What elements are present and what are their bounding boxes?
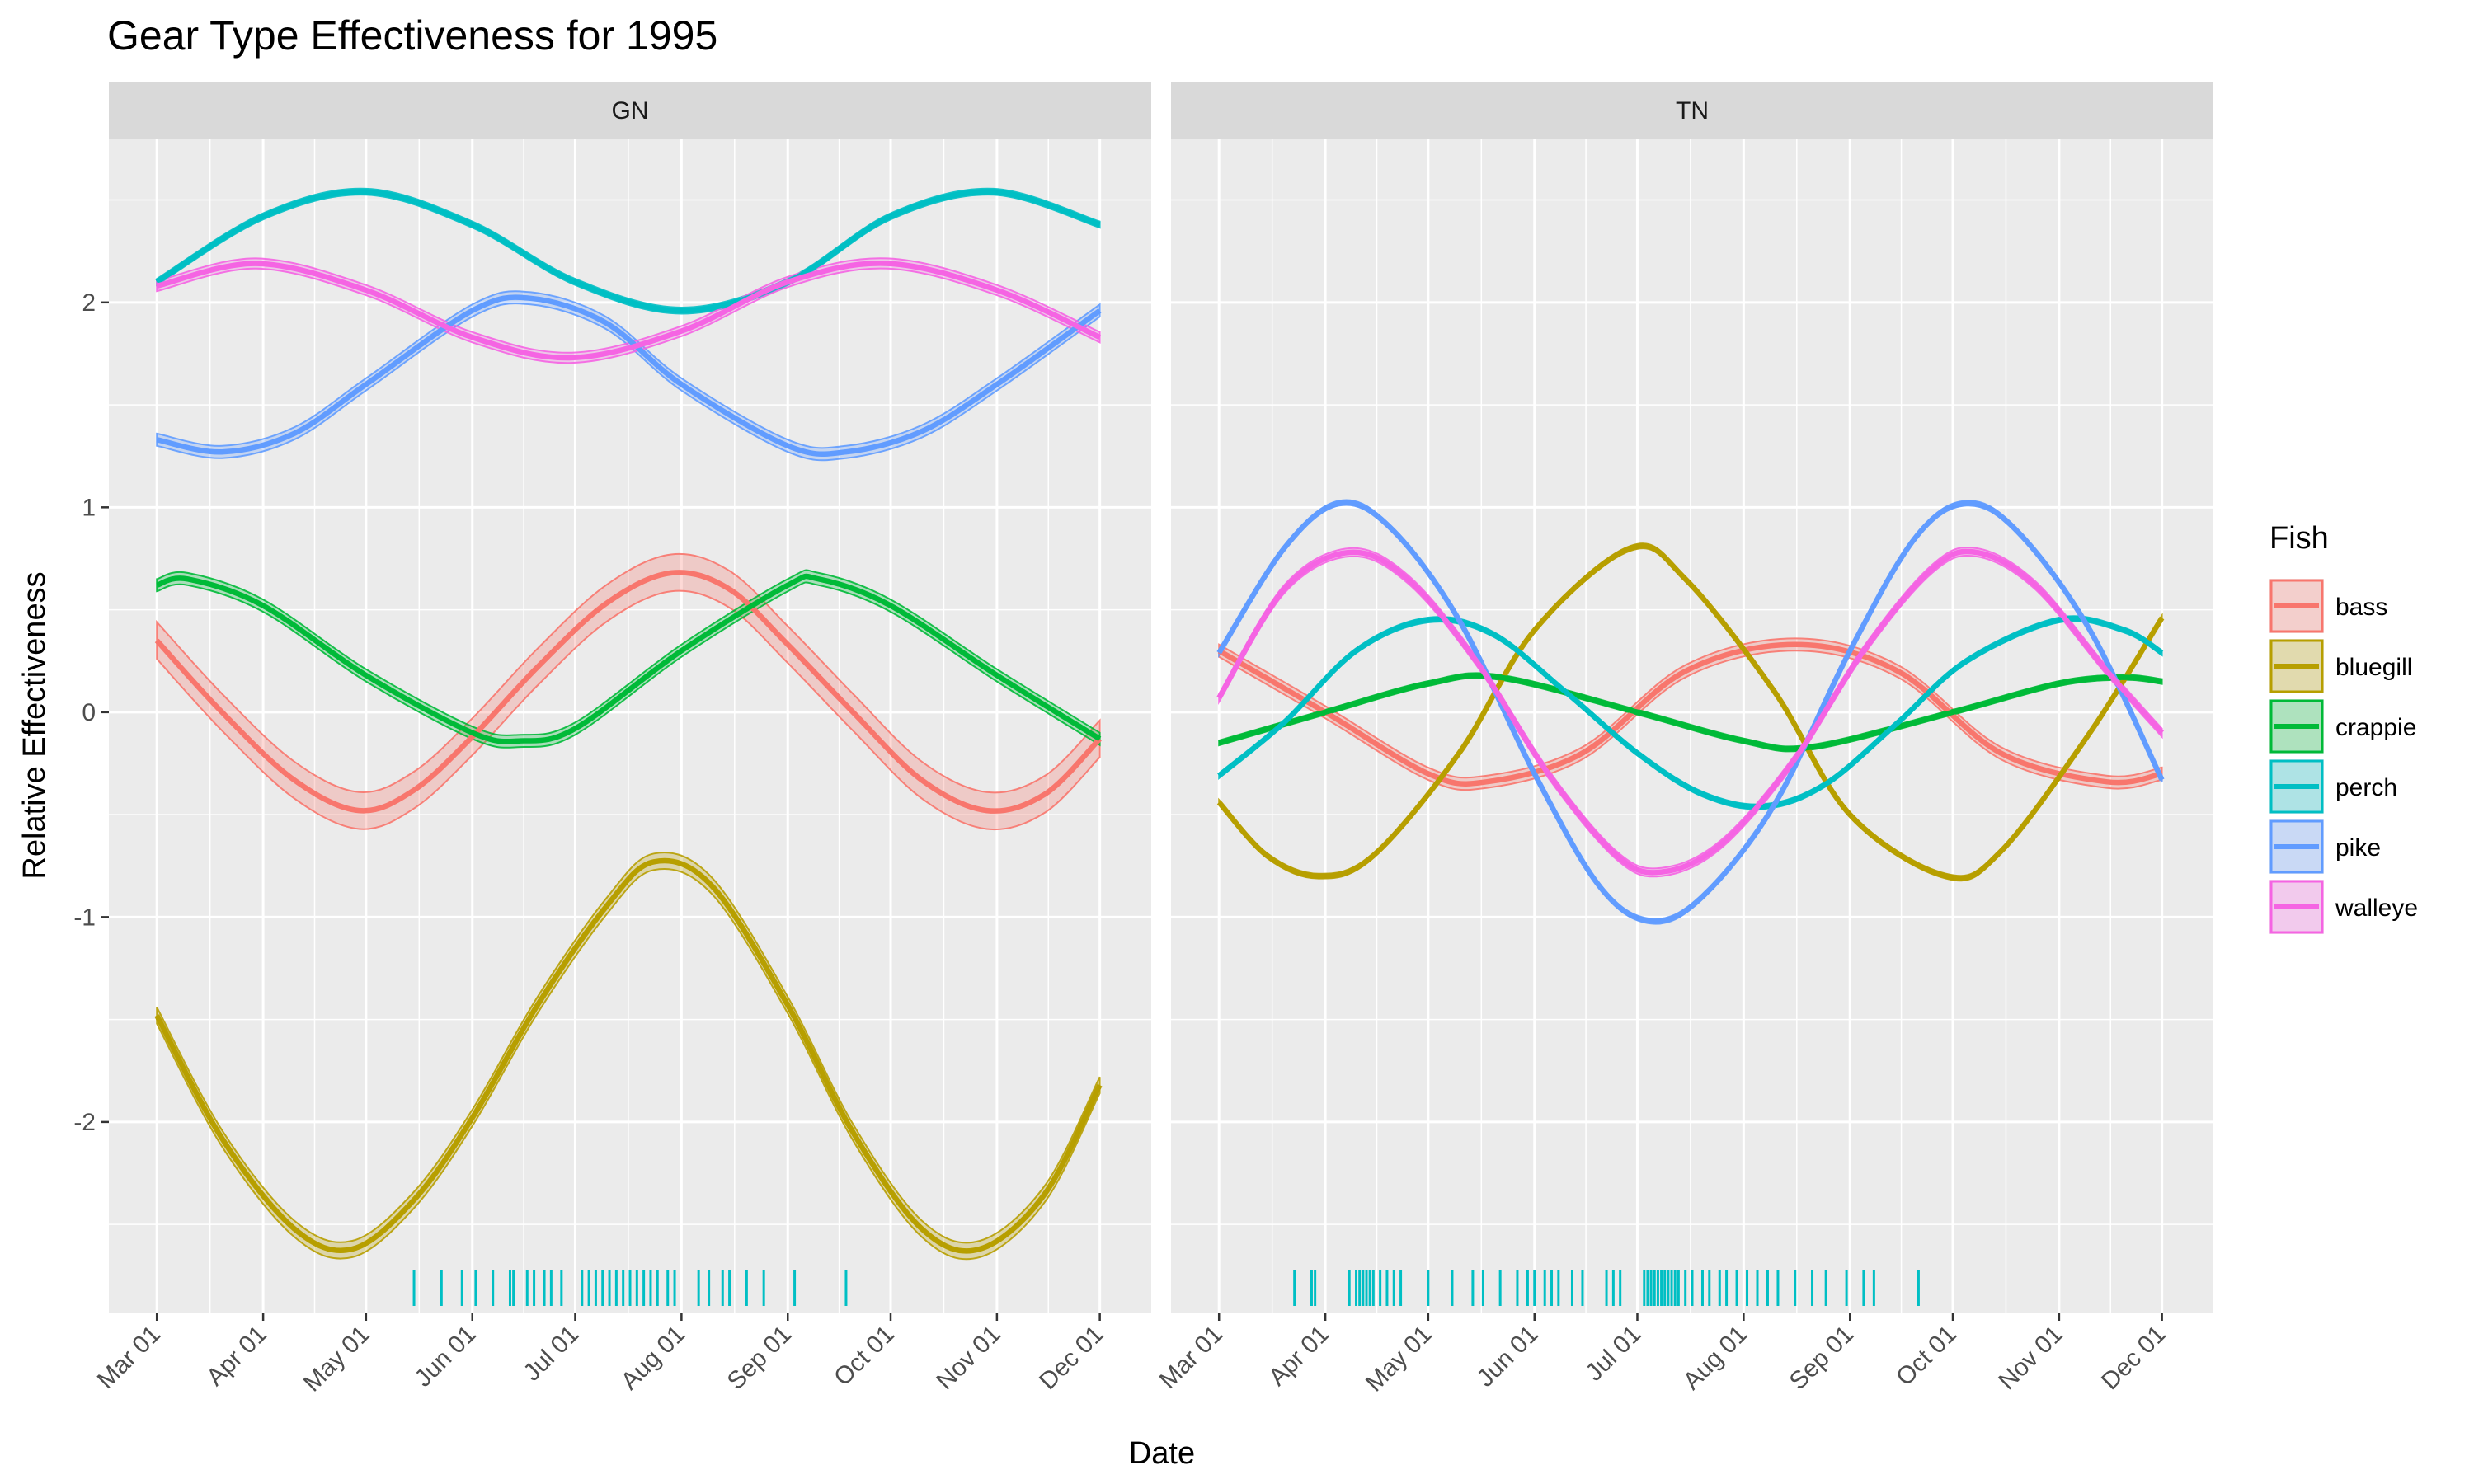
x-tick-label: Mar 01	[92, 1321, 166, 1394]
ribbon-walleye	[156, 257, 1101, 364]
series-line-bluegill	[154, 857, 1103, 1254]
legend-label: crappie	[2335, 714, 2416, 741]
series-line-crappie	[156, 573, 1102, 744]
x-tick-label: May 01	[1361, 1321, 1437, 1397]
legend-title: Fish	[2269, 521, 2329, 556]
x-tick-label: Aug 01	[1678, 1321, 1753, 1396]
panels-layer: GN Mar 01 Apr 01 May 01 Jun 01 Jul 01 Aug 01 Se…	[73, 82, 2213, 1397]
legend-label: perch	[2335, 774, 2397, 801]
facet-label: TN	[1676, 97, 1709, 124]
legend-item-pike: pike	[2269, 819, 2381, 874]
x-tick-label: Jul 01	[518, 1321, 584, 1387]
x-tick-label: Aug 01	[616, 1321, 691, 1396]
legend-item-perch: perch	[2269, 759, 2397, 814]
facet-label: GN	[612, 97, 649, 124]
x-tick-label: Sep 01	[722, 1321, 797, 1396]
series-line-bluegill	[1216, 542, 2165, 881]
legend-item-bass: bass	[2269, 579, 2387, 633]
panel-background	[109, 139, 1151, 1313]
x-tick-label: Jun 01	[1472, 1321, 1544, 1392]
x-tick-label: Nov 01	[1993, 1321, 2068, 1396]
ribbon-pike	[156, 290, 1101, 462]
x-tick-label: Mar 01	[1155, 1321, 1228, 1394]
legend: Fish bass bluegill crappie perch pike walleye	[2269, 521, 2418, 934]
x-tick-label: May 01	[299, 1321, 375, 1397]
ribbon-bluegill	[156, 852, 1101, 1261]
series-line-perch	[155, 189, 1101, 314]
legend-label: bass	[2335, 594, 2387, 621]
y-tick-label: 0	[82, 699, 96, 726]
panel-gn: GN Mar 01 Apr 01 May 01 Jun 01 Jul 01 Aug 01 Se…	[73, 82, 1151, 1397]
ribbon-perch	[156, 187, 1101, 315]
series-line-pike	[156, 294, 1102, 458]
series-line-bass	[154, 570, 1102, 814]
legend-label: bluegill	[2335, 654, 2412, 681]
legend-items: bass bluegill crappie perch pike walleye	[2269, 579, 2418, 934]
panel-tn: TN Mar 01 Apr 01 May 01 Jun 01 Jul 01 Aug 01 Se…	[1155, 82, 2213, 1397]
legend-label: pike	[2335, 834, 2381, 862]
x-tick-label: Apr 01	[201, 1321, 272, 1392]
x-tick-label: Jul 01	[1580, 1321, 1646, 1387]
series-line-walleye	[156, 261, 1101, 361]
x-tick-label: Apr 01	[1263, 1321, 1334, 1392]
y-tick-label: -2	[73, 1109, 96, 1136]
series-line-bass	[1217, 641, 2163, 787]
rug	[412, 1270, 848, 1306]
chart-title: Gear Type Effectiveness for 1995	[107, 12, 717, 59]
series-line-pike	[1216, 500, 2165, 924]
facet-strip	[109, 82, 1151, 139]
y-tick-label: 1	[82, 494, 96, 521]
series-line-crappie	[1218, 673, 2163, 752]
x-tick-label: Oct 01	[829, 1321, 900, 1392]
series-line-perch	[1217, 616, 2164, 810]
x-tick-label: Oct 01	[1891, 1321, 1962, 1392]
legend-item-crappie: crappie	[2269, 699, 2416, 754]
x-tick-label: Jun 01	[410, 1321, 482, 1392]
y-axis-title: Relative Effectiveness	[17, 571, 52, 879]
legend-label: walleye	[2335, 895, 2418, 922]
y-tick-label: -1	[73, 904, 96, 931]
legend-item-walleye: walleye	[2269, 880, 2418, 934]
x-tick-label: Sep 01	[1785, 1321, 1860, 1396]
rug	[1293, 1270, 1920, 1306]
x-tick-label: Dec 01	[1034, 1321, 1109, 1396]
ribbon-bass	[156, 552, 1101, 831]
legend-item-bluegill: bluegill	[2269, 639, 2412, 693]
x-tick-label: Nov 01	[931, 1321, 1006, 1396]
x-tick-label: Dec 01	[2096, 1321, 2171, 1396]
series-line-walleye	[1216, 548, 2165, 876]
x-axis-title: Date	[1129, 1436, 1195, 1471]
facet-strip	[1171, 82, 2213, 139]
y-tick-label: 2	[82, 289, 96, 317]
